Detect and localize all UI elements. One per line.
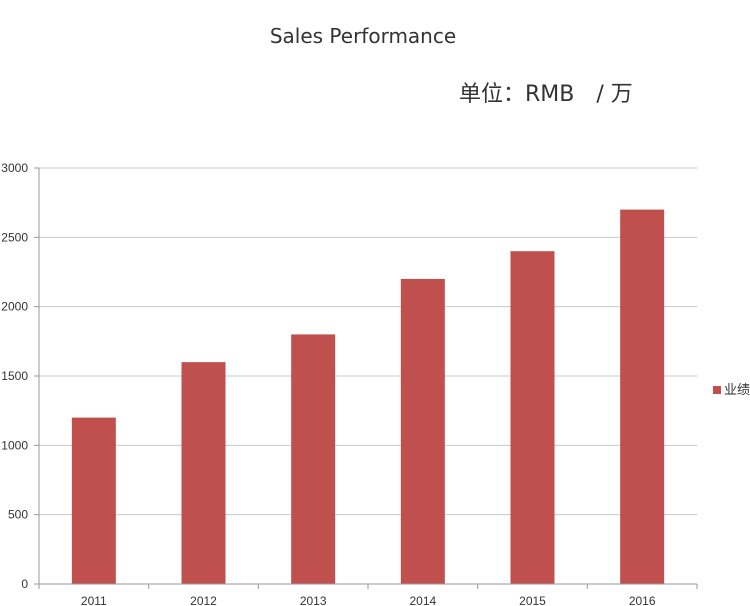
axes: [34, 167, 698, 589]
legend: 业绩: [713, 383, 750, 398]
y-tick-label: 1000: [1, 438, 28, 452]
legend-label: 业绩: [724, 383, 750, 398]
chart-unit-label: 单位：RMB / 万: [459, 82, 633, 107]
bar-2011: [71, 417, 116, 584]
x-tick-label: 2011: [81, 594, 107, 606]
y-tick-label: 2000: [1, 300, 28, 314]
y-tick-label: 2500: [1, 230, 28, 244]
y-tick-label: 3000: [1, 161, 28, 175]
y-axis-ticks: 0 500 1000 1500 2000 2500 3000: [1, 161, 28, 591]
bar-2014: [400, 278, 445, 584]
bar-2012: [181, 362, 226, 584]
bars: [71, 209, 665, 584]
y-tick-label: 0: [21, 577, 28, 591]
legend-swatch: [713, 386, 721, 394]
x-tick-label: 2016: [629, 594, 656, 606]
bar-2013: [291, 334, 336, 584]
gridlines: [39, 167, 697, 516]
x-tick-label: 2015: [519, 594, 546, 606]
y-tick-label: 500: [8, 508, 28, 522]
bar-2016: [620, 209, 665, 584]
chart-title: Sales Performance: [270, 24, 456, 48]
y-tick-label: 1500: [1, 369, 28, 383]
x-tick-label: 2013: [300, 594, 327, 606]
x-axis-ticks: 2011 2012 2013 2014 2015 2016: [81, 594, 656, 606]
x-tick-label: 2012: [190, 594, 217, 606]
bar-2015: [510, 251, 555, 584]
x-tick-label: 2014: [409, 594, 436, 606]
